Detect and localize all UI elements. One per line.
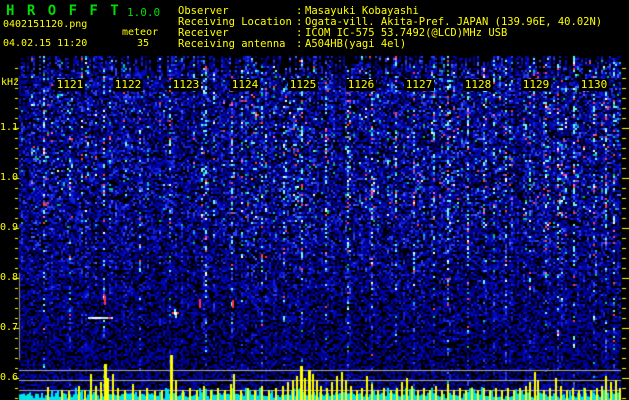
y-axis-label: 0.7 (0, 322, 19, 333)
info-value: Masayuki Kobayashi (305, 5, 419, 17)
x-axis-label: 1127 (404, 78, 434, 91)
app-title: H R O F F T (6, 3, 121, 19)
receiver-info: Observer: Masayuki Kobayashi Receiving Loc… (178, 6, 602, 50)
x-axis-label: 1129 (521, 78, 551, 91)
x-axis-label: 1128 (463, 78, 493, 91)
y-axis-label: 1.0 (0, 172, 19, 183)
output-filename: 0402151120.png (3, 19, 88, 30)
date-time: 04.02.15 11:20 (3, 38, 88, 49)
info-label: Observer (178, 5, 229, 17)
echo-count: 35 (137, 38, 150, 49)
x-axis-label: 1122 (113, 78, 143, 91)
x-axis-label: 1130 (579, 78, 609, 91)
info-value: A504HB(yagi 4el) (305, 38, 407, 50)
app-version: 1.0.0 (127, 6, 161, 19)
info-colon: : (296, 27, 303, 39)
info-value: ICOM IC-575 53.7492(@LCD)MHz USB (305, 27, 508, 39)
info-row: Observer: Masayuki Kobayashi (178, 6, 602, 17)
y-axis-label: 0.9 (0, 222, 19, 233)
x-axis-label: 1124 (230, 78, 260, 91)
info-label: Receiver (178, 27, 229, 39)
info-row: Receiver: ICOM IC-575 53.7492(@LCD)MHz US… (178, 28, 602, 39)
y-axis-unit: kHz (1, 77, 20, 88)
info-row: Receiving Location: Ogata-vill. Akita-Pre… (178, 17, 602, 28)
y-axis-label: 1.1 (0, 122, 19, 133)
info-label: Receiving Location (178, 16, 292, 28)
x-axis-label: 1121 (55, 78, 85, 91)
info-value: Ogata-vill. Akita-Pref. JAPAN (139.96E, … (305, 16, 603, 28)
mode-label: meteor (122, 27, 159, 38)
info-colon: : (296, 16, 303, 28)
y-axis-label: 0.8 (0, 272, 19, 283)
x-axis-label: 1125 (288, 78, 318, 91)
info-colon: : (296, 38, 303, 50)
x-axis-label: 1126 (346, 78, 376, 91)
y-axis-label: 0.6 (0, 372, 19, 383)
x-axis-label: 1123 (171, 78, 201, 91)
info-colon: : (296, 5, 303, 17)
info-row: Receiving antenna: A504HB(yagi 4el) (178, 39, 602, 50)
info-label: Receiving antenna (178, 38, 286, 50)
